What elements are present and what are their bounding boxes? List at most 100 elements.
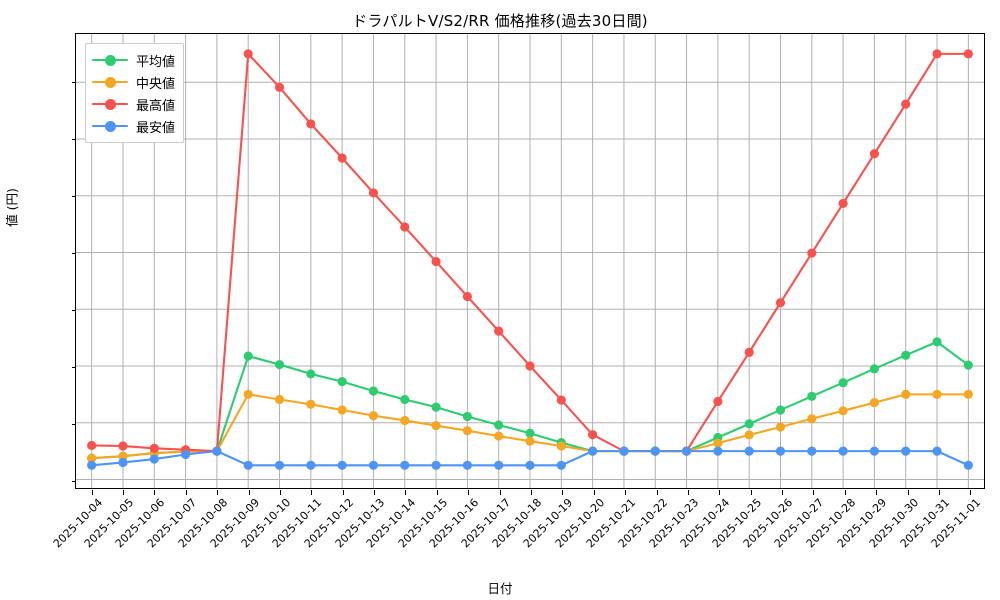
legend-label: 最安値	[136, 120, 176, 136]
data-point	[337, 377, 347, 387]
x-tick-mark	[625, 490, 627, 495]
data-point	[400, 222, 410, 232]
data-point	[932, 389, 942, 399]
y-tick-mark	[71, 253, 76, 255]
x-tick-mark	[562, 490, 564, 495]
data-point	[274, 82, 285, 92]
legend-swatch-icon	[92, 75, 128, 89]
data-point	[431, 420, 441, 431]
data-point	[274, 394, 285, 405]
data-point	[963, 49, 973, 59]
x-tick-mark	[499, 490, 501, 495]
data-point	[243, 460, 253, 470]
data-point	[744, 419, 754, 429]
data-point	[306, 119, 316, 129]
data-point	[838, 198, 848, 208]
legend-item-3[interactable]: 最安値	[92, 115, 175, 137]
data-point	[243, 351, 253, 361]
data-point	[744, 446, 754, 456]
data-point	[901, 389, 911, 399]
data-point	[744, 430, 754, 440]
data-point	[462, 411, 472, 422]
data-point	[775, 405, 786, 415]
legend-item-2[interactable]: 最高値	[92, 93, 175, 115]
data-point	[588, 430, 598, 440]
data-point	[368, 386, 379, 396]
y-axis-label: 値 (円)	[4, 188, 20, 227]
data-point	[368, 188, 379, 198]
data-point	[775, 422, 786, 432]
data-point	[306, 369, 316, 379]
legend-label: 最高値	[136, 98, 176, 114]
chart-title: ドラパルトV/S2/RR 価格推移(過去30日間)	[352, 12, 648, 30]
data-point	[400, 415, 410, 426]
series-line-2	[90, 52, 970, 453]
x-tick-mark	[436, 490, 438, 495]
data-layer	[87, 49, 973, 470]
x-tick-mark	[938, 490, 940, 495]
series-line-1	[90, 393, 970, 460]
data-point	[306, 399, 316, 409]
data-point	[525, 436, 535, 446]
data-point	[744, 347, 754, 357]
x-tick-mark	[907, 490, 909, 495]
y-tick-mark	[71, 367, 76, 369]
legend-item-0[interactable]: 平均値	[92, 49, 175, 71]
data-point	[274, 359, 285, 370]
x-tick-mark	[813, 490, 815, 495]
data-point	[431, 256, 441, 267]
x-tick-mark	[311, 490, 313, 495]
legend-label: 中央値	[136, 76, 176, 92]
data-point	[588, 446, 598, 456]
data-point	[87, 440, 97, 451]
legend-swatch-icon	[92, 119, 128, 133]
data-point	[462, 291, 472, 302]
legend-item-1[interactable]: 中央値	[92, 71, 175, 93]
data-point	[400, 460, 410, 470]
data-point	[337, 405, 347, 415]
data-point	[932, 337, 942, 347]
data-point	[807, 248, 817, 258]
data-point	[87, 460, 97, 470]
data-point	[118, 441, 128, 451]
data-point	[149, 454, 159, 464]
data-point	[650, 446, 660, 456]
legend-label: 平均値	[136, 54, 176, 70]
data-point	[901, 99, 911, 109]
data-point	[963, 360, 973, 370]
data-point	[713, 438, 723, 448]
data-point	[368, 460, 379, 470]
data-point	[901, 446, 911, 456]
data-point	[306, 460, 316, 470]
data-point	[807, 391, 817, 401]
data-point	[807, 446, 817, 456]
grid-layer	[76, 34, 984, 488]
x-tick-mark	[405, 490, 407, 495]
legend-swatch-icon	[92, 97, 128, 111]
data-point	[838, 446, 848, 456]
data-point	[243, 49, 253, 59]
x-tick-mark	[531, 490, 532, 495]
x-tick-mark	[342, 490, 344, 495]
data-point	[525, 460, 535, 470]
data-point	[619, 446, 629, 456]
data-point	[368, 411, 379, 421]
data-point	[838, 378, 848, 388]
data-point	[462, 460, 472, 470]
data-point	[838, 406, 848, 416]
x-tick-mark	[656, 490, 658, 495]
data-point	[274, 460, 285, 470]
x-tick-mark	[782, 490, 784, 495]
x-tick-mark	[279, 490, 281, 495]
data-point	[212, 446, 222, 456]
data-point	[775, 298, 786, 308]
y-tick-mark	[71, 82, 76, 84]
data-point	[713, 446, 723, 456]
data-point	[869, 149, 880, 159]
data-point	[494, 420, 504, 430]
data-point	[525, 361, 535, 371]
x-tick-mark	[468, 490, 470, 495]
data-point	[87, 453, 97, 463]
x-tick-mark	[719, 490, 721, 495]
